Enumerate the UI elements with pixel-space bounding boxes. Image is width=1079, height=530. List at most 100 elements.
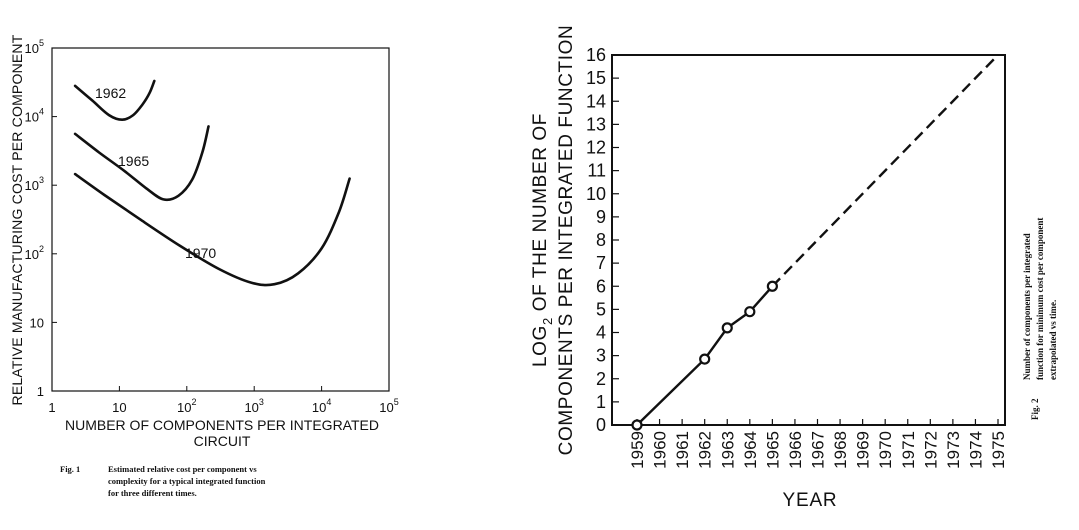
fig2-x-tick-label: 1967 [809, 431, 828, 469]
fig2-extrapolated-line [771, 54, 999, 288]
fig1-y-tick-exp: 2 [39, 244, 44, 254]
fig1-x-tick-base: 1 [48, 400, 55, 415]
fig2-y-tick-label: 13 [586, 114, 606, 134]
fig1-y-tick-exp: 5 [39, 38, 44, 48]
fig2-x-tick-label: 1963 [718, 431, 737, 469]
fig1-y-tick-base: 10 [25, 178, 39, 193]
fig1-caption-line2: complexity for a typical integrated func… [108, 476, 266, 486]
fig2-y-tick-label: 8 [596, 230, 606, 250]
fig1-y-tick-base: 10 [30, 315, 44, 330]
fig2-y-tick-label: 10 [586, 184, 606, 204]
fig2-x-tick-label: 1960 [651, 431, 670, 469]
fig2-x-tick-label: 1965 [763, 431, 782, 469]
fig2-x-tick-label: 1962 [696, 431, 715, 469]
fig1-label-1970: 1970 [185, 245, 216, 261]
fig1-series-curve-1970 [73, 172, 351, 287]
fig2-y-tick-label: 3 [596, 346, 606, 366]
fig1-label-1965: 1965 [118, 153, 149, 169]
fig2-y-tick-label: 7 [596, 253, 606, 273]
fig1-x-tick-label: 10 [112, 400, 126, 415]
fig1-y-tick-base: 1 [37, 384, 44, 399]
fig1-y-tick-label: 105 [25, 38, 44, 56]
fig1-x-tick-label: 103 [244, 397, 263, 415]
fig1-x-tick-label: 102 [177, 397, 196, 415]
fig1-y-tick-exp: 3 [39, 175, 44, 185]
fig1-x-tick-exp: 3 [259, 397, 264, 407]
fig1-y-tick-exp: 4 [39, 107, 44, 117]
fig2-x-tick-label: 1961 [673, 431, 692, 469]
fig2-y-tick-label: 2 [596, 369, 606, 389]
fig1-x-tick-label: 105 [379, 397, 398, 415]
fig2-x-tick-label: 1970 [876, 431, 895, 469]
fig1-caption-line3: for three different times. [108, 488, 197, 498]
fig2-y-tick-label: 5 [596, 299, 606, 319]
fig2-x-tick-label: 1969 [854, 431, 873, 469]
fig2-plot-frame [611, 54, 1006, 426]
fig2-y-tick-label: 15 [586, 68, 606, 88]
fig1-series-curve-1962 [73, 79, 156, 122]
fig2-y-label-rest: OF THE NUMBER OF [530, 113, 551, 311]
fig1-y-tick-base: 10 [25, 247, 39, 262]
fig1-label-1962: 1962 [95, 85, 126, 101]
fig1-series-curve-1965 [73, 125, 210, 202]
fig2-y-tick-label: 0 [596, 415, 606, 435]
fig2-y-tick-label: 16 [586, 45, 606, 65]
fig1-y-tick-label: 103 [25, 175, 44, 193]
fig2-caption-line3: extrapolated vs time. [1048, 300, 1058, 380]
fig2-y-axis-label-line2: COMPONENTS PER INTEGRATED FUNCTION [556, 25, 577, 456]
fig1-x-tick-base: 10 [244, 400, 258, 415]
fig2-data-point [721, 322, 733, 334]
fig1-x-tick-label: 104 [312, 397, 331, 415]
fig1-x-tick-base: 10 [177, 400, 191, 415]
fig1-x-axis-label-line2: CIRCUIT [194, 433, 251, 449]
fig1-x-tick-base: 10 [312, 400, 326, 415]
fig2-y-label-log: LOG [530, 325, 551, 367]
fig1-x-tick-base: 10 [379, 400, 393, 415]
fig2-figure-label: Fig. 2 [1030, 398, 1040, 420]
fig2-x-tick-label: 1974 [966, 431, 985, 469]
fig1-y-tick-label: 102 [25, 244, 44, 262]
fig2-chart: 1959 1960 1961 1962 1963 1964 1965 1966 1967 1968… [530, 25, 1058, 511]
fig1-x-axis-label-line1: NUMBER OF COMPONENTS PER INTEGRATED [65, 417, 379, 433]
fig2-x-tick-label: 1973 [944, 431, 963, 469]
fig1-x-tick-exp: 5 [394, 397, 399, 407]
fig1-caption-line1: Estimated relative cost per component vs [108, 464, 257, 474]
fig2-y-tick-label: 14 [586, 91, 606, 111]
fig1-figure-label: Fig. 1 [60, 464, 80, 474]
fig2-x-tick-label: 1966 [786, 431, 805, 469]
fig1-x-tick-exp: 2 [192, 397, 197, 407]
fig2-y-axis-label-line1: LOG2 OF THE NUMBER OF [530, 113, 555, 367]
fig2-x-tick-label: 1964 [741, 431, 760, 469]
fig2-data-point [766, 280, 778, 292]
fig2-data-point [631, 419, 643, 431]
fig2-y-tick-label: 4 [596, 323, 606, 343]
fig1-x-tick-label: 1 [48, 400, 55, 415]
fig1-y-tick-label: 104 [25, 107, 44, 125]
fig1-plot-frame [51, 47, 390, 392]
fig2-caption-line2: function for minimum cost per component [1035, 218, 1045, 380]
fig2-y-tick-label: 1 [596, 392, 606, 412]
fig2-data-point [699, 353, 711, 365]
fig1-y-tick-base: 10 [25, 110, 39, 125]
fig2-x-tick-label: 1971 [899, 431, 918, 469]
fig2-caption: Fig. 2 Number of components per integrat… [1022, 218, 1058, 420]
fig2-data-point [744, 306, 756, 318]
fig2-x-tick-label: 1975 [989, 431, 1008, 469]
fig1-x-tick-base: 10 [112, 400, 126, 415]
fig1-x-tick-exp: 4 [326, 397, 331, 407]
fig2-x-axis-label: YEAR [783, 490, 838, 511]
fig2-y-tick-label: 6 [596, 276, 606, 296]
fig2-y-tick-label: 9 [596, 207, 606, 227]
fig2-x-tick-label: 1968 [831, 431, 850, 469]
fig1-y-tick-base: 10 [25, 41, 39, 56]
fig1-y-axis-label: RELATIVE MANUFACTURING COST PER COMPONEN… [9, 34, 25, 405]
fig2-caption-line1: Number of components per integrated [1022, 233, 1032, 380]
fig1-y-tick-label: 1 [37, 384, 44, 399]
fig2-x-tick-label: 1959 [628, 431, 647, 469]
fig2-y-label-sub: 2 [540, 317, 555, 325]
fig2-y-tick-label: 12 [586, 138, 606, 158]
fig2-y-tick-label: 11 [587, 161, 606, 181]
fig2-x-tick-label: 1972 [921, 431, 940, 469]
